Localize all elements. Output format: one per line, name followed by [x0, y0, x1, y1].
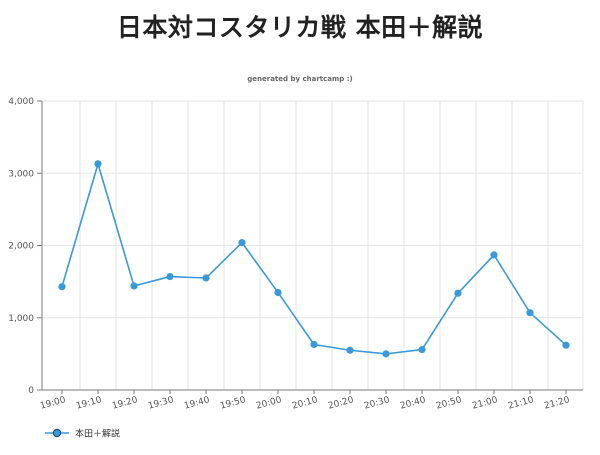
x-tick-label: 19:50 [219, 395, 247, 411]
x-tick-label: 20:20 [327, 395, 355, 411]
data-point [382, 350, 390, 358]
x-tick-label: 20:50 [435, 395, 463, 411]
legend-marker [52, 428, 62, 438]
data-point [346, 346, 354, 354]
y-tick-label: 2,000 [8, 242, 34, 252]
page-title: 日本対コスタリカ戦 本田＋解説 [116, 13, 484, 42]
x-tick-label: 20:30 [363, 395, 391, 411]
x-tick-label: 20:10 [291, 395, 319, 411]
x-tick-label: 19:20 [111, 395, 139, 411]
series-line [61, 163, 567, 355]
legend-label: 本田＋解説 [75, 428, 120, 440]
x-tick-label: 19:00 [39, 395, 67, 411]
chart-subtitle: generated by chartcamp :) [247, 75, 353, 83]
x-tick-label: 20:40 [399, 395, 427, 411]
y-tick-label: 3,000 [8, 169, 34, 179]
x-tick-label: 20:00 [255, 395, 283, 411]
data-point [310, 340, 318, 349]
data-point [130, 282, 138, 290]
data-point [238, 239, 246, 247]
data-point [202, 274, 210, 282]
y-tick-label: 4,000 [8, 97, 34, 107]
data-point [526, 309, 534, 317]
y-tick-label: 0 [28, 386, 34, 396]
data-point [58, 283, 66, 291]
data-point [562, 341, 570, 349]
x-tick-label: 19:40 [183, 395, 211, 411]
y-tick-label: 1,000 [8, 314, 34, 324]
data-point [490, 251, 498, 259]
x-tick-label: 21:20 [543, 395, 571, 411]
series-layer [58, 160, 570, 358]
grid-layer [42, 100, 584, 390]
legend[interactable]: 本田＋解説 [45, 428, 120, 440]
data-point [166, 272, 174, 281]
x-tick-label: 21:10 [507, 395, 535, 411]
data-point [274, 288, 282, 297]
data-point [418, 345, 426, 354]
data-point [94, 160, 102, 168]
x-tick-label: 19:10 [75, 395, 103, 411]
data-point [454, 289, 462, 297]
x-tick-label: 21:00 [471, 395, 499, 411]
x-tick-label: 19:30 [147, 395, 175, 411]
